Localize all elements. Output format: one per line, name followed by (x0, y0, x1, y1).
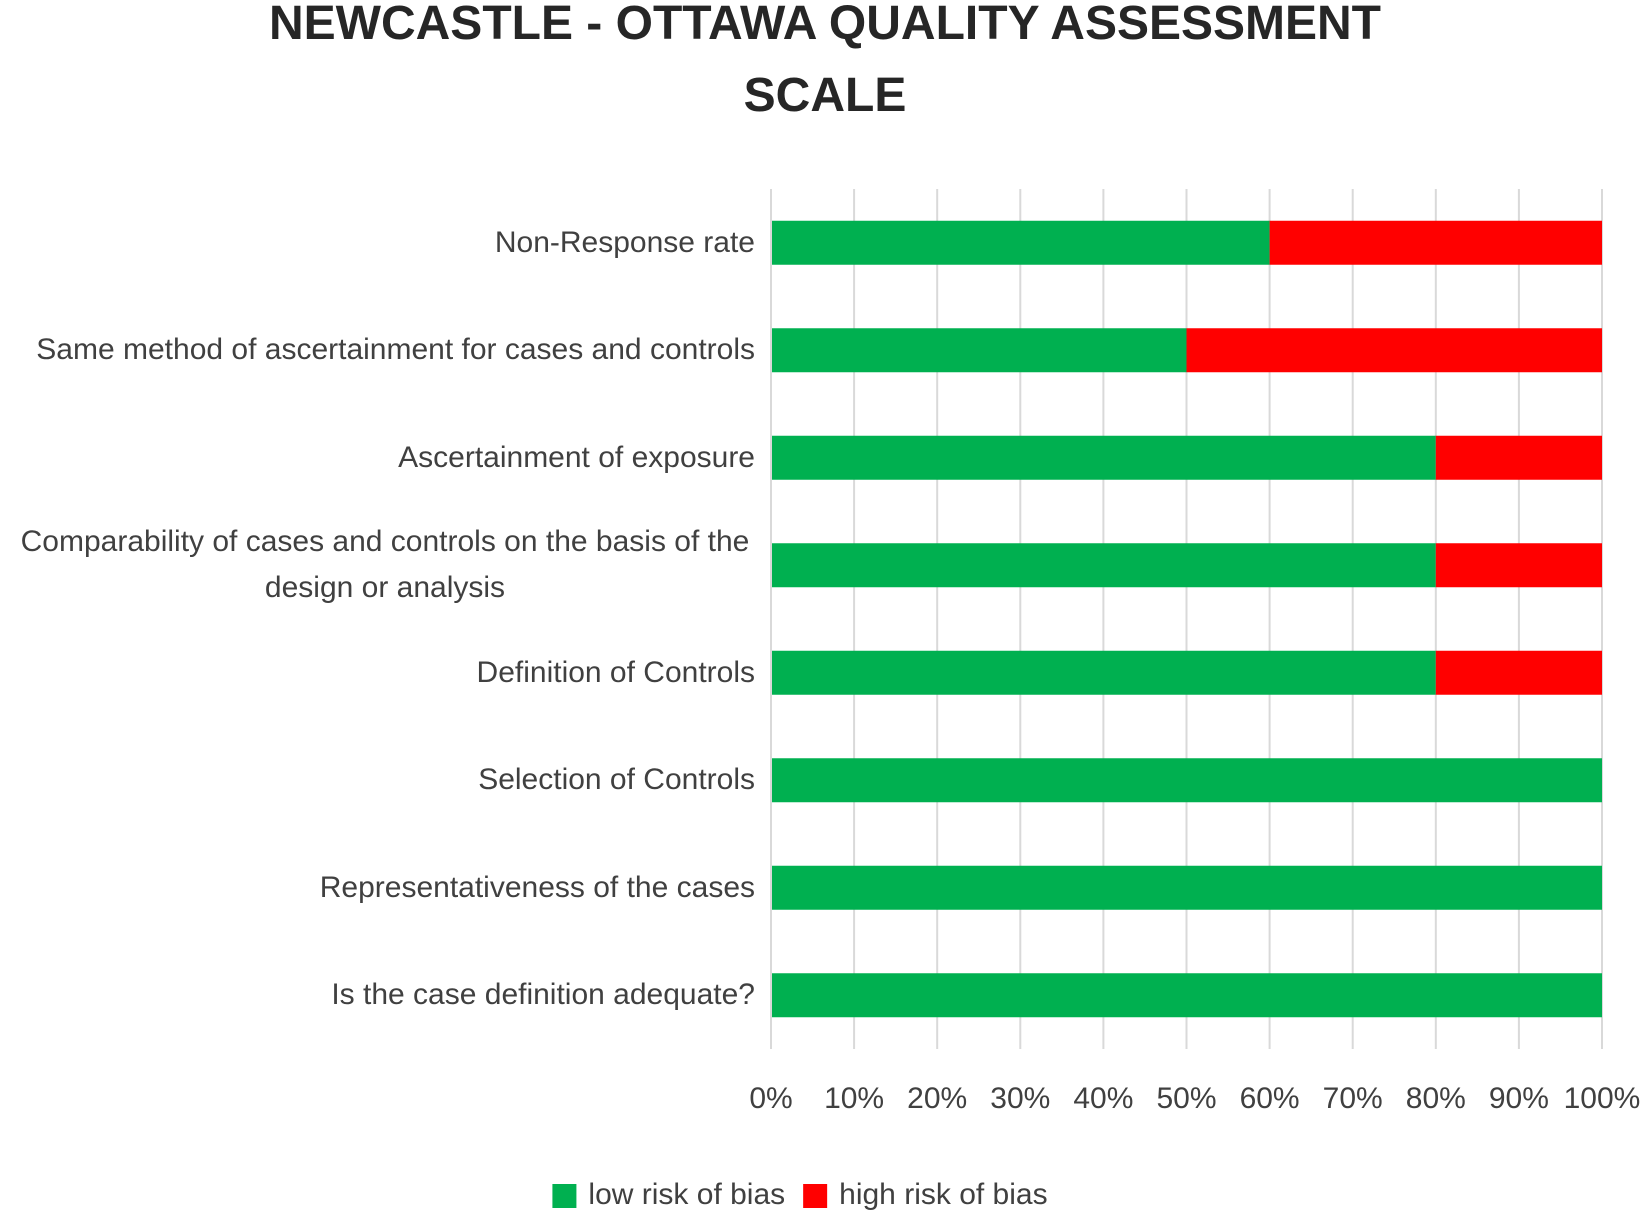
chart-title: NEWCASTLE - OTTAWA QUALITY ASSESSMENT SC… (268, 0, 1381, 122)
y-tick-label: Is the case definition adequate? (331, 978, 755, 1012)
bar-segment (771, 865, 1602, 910)
bar-segment (771, 973, 1602, 1018)
x-tick-label: 80% (1406, 1082, 1466, 1115)
x-tick-label: 70% (1323, 1082, 1383, 1115)
x-tick-label: 10% (824, 1082, 884, 1115)
x-tick-label: 100% (1564, 1082, 1641, 1115)
y-tick-label: Comparability of cases and controls on t… (20, 525, 750, 605)
title-box: NEWCASTLE - OTTAWA QUALITY ASSESSMENT SC… (0, 0, 1650, 132)
x-tick-label: 90% (1489, 1082, 1549, 1115)
legend: low risk of bias high risk of bias (552, 1178, 1048, 1211)
y-tick-label: Selection of Controls (478, 763, 755, 797)
x-tick-label: 40% (1073, 1082, 1133, 1115)
bar-segment (1269, 220, 1602, 265)
bar-segment (771, 435, 1436, 480)
bar-segment (771, 758, 1602, 803)
y-tick-label: Same method of ascertainment for cases a… (36, 333, 755, 367)
x-tick-label: 50% (1156, 1082, 1216, 1115)
bar-segment (771, 328, 1187, 373)
y-tick-label: Ascertainment of exposure (398, 440, 755, 474)
legend-label: low risk of bias (588, 1178, 785, 1211)
legend-swatch (552, 1184, 577, 1208)
bar-segment (771, 543, 1436, 588)
bar-segment (771, 650, 1436, 695)
y-tick-label: Non-Response rate (494, 225, 755, 259)
legend-label: high risk of bias (839, 1178, 1047, 1211)
legend-swatch (803, 1184, 828, 1208)
x-tick-label: 60% (1240, 1082, 1300, 1115)
y-tick-label: Representativeness of the cases (319, 870, 755, 904)
bar-segment (1435, 435, 1602, 480)
bar-segment (1435, 543, 1602, 588)
x-tick-label: 30% (990, 1082, 1050, 1115)
bar-segment (1186, 328, 1602, 373)
x-tick-label: 20% (907, 1082, 967, 1115)
y-tick-label: Definition of Controls (476, 655, 755, 689)
x-tick-label: 0% (749, 1082, 792, 1115)
bar-segment (771, 220, 1270, 265)
bar-segment (1435, 650, 1602, 695)
